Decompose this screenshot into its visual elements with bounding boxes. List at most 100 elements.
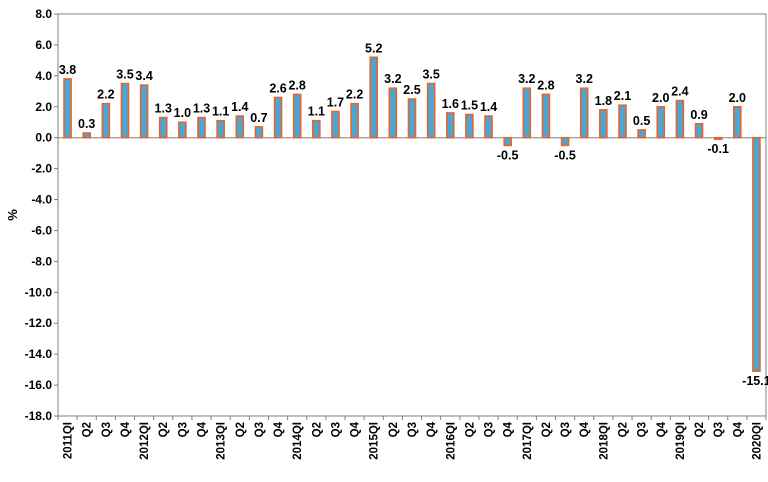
y-tick-label: 0.0 xyxy=(35,131,52,145)
bar[interactable] xyxy=(599,109,608,139)
bar[interactable] xyxy=(82,132,92,139)
bar[interactable] xyxy=(369,56,379,139)
bar[interactable] xyxy=(732,105,742,139)
bar[interactable] xyxy=(63,78,72,139)
y-tick-label: -16.0 xyxy=(25,378,53,392)
bar[interactable] xyxy=(197,116,206,139)
bar[interactable] xyxy=(560,136,570,147)
data-label: 2.8 xyxy=(537,78,554,92)
data-label: 5.2 xyxy=(365,41,382,55)
data-label: 2.2 xyxy=(97,88,114,102)
bar[interactable] xyxy=(445,112,455,139)
x-tick-label: Q2 xyxy=(158,422,170,437)
data-label: 0.7 xyxy=(250,111,267,125)
bar[interactable] xyxy=(484,115,493,139)
x-tick-label: Q2 xyxy=(617,422,629,437)
bar[interactable] xyxy=(350,102,359,139)
x-tick-label: Q4 xyxy=(197,421,209,437)
bar[interactable] xyxy=(618,104,627,139)
x-tick-label: Q2 xyxy=(311,422,323,437)
data-label: 2.0 xyxy=(729,91,746,105)
bar[interactable] xyxy=(426,82,436,139)
x-tick-label: Q2 xyxy=(694,422,706,437)
x-tick-label: 2012QI xyxy=(139,422,151,460)
x-tick-label: 2018QI xyxy=(598,422,610,460)
x-tick-label: Q4 xyxy=(732,421,744,437)
data-label: 2.5 xyxy=(403,83,420,97)
bar[interactable] xyxy=(522,87,532,139)
bar[interactable] xyxy=(503,136,512,147)
x-tick-label: Q4 xyxy=(120,421,132,437)
data-label: 3.8 xyxy=(59,63,76,77)
data-label: 3.2 xyxy=(384,72,401,86)
x-tick-label: 2017QI xyxy=(522,422,534,460)
bar[interactable] xyxy=(694,122,704,139)
x-tick-label: Q4 xyxy=(656,421,668,437)
y-tick-label: 2.0 xyxy=(35,100,52,114)
bar[interactable] xyxy=(331,110,340,139)
y-tick-label: -8.0 xyxy=(31,254,52,268)
data-label: -0.5 xyxy=(497,148,519,162)
x-tick-label: Q2 xyxy=(235,422,247,437)
data-label: 2.2 xyxy=(346,88,363,102)
data-label: 3.2 xyxy=(518,72,535,86)
data-label: 3.4 xyxy=(135,69,152,83)
x-tick-label: Q2 xyxy=(541,422,553,437)
bar[interactable] xyxy=(216,119,225,139)
bar[interactable] xyxy=(713,136,723,141)
data-label: 2.0 xyxy=(652,91,669,105)
x-tick-label: Q3 xyxy=(254,422,266,437)
x-tick-label: Q3 xyxy=(330,422,342,437)
bar[interactable] xyxy=(139,84,149,139)
bar[interactable] xyxy=(158,116,168,139)
bar[interactable] xyxy=(101,102,111,139)
y-tick-label: 6.0 xyxy=(35,38,52,52)
bar[interactable] xyxy=(465,113,474,139)
bar[interactable] xyxy=(675,99,685,139)
bar[interactable] xyxy=(407,98,417,139)
x-tick-label: 2015QI xyxy=(369,422,381,460)
data-label: 1.4 xyxy=(480,100,497,114)
data-label: 2.6 xyxy=(269,81,286,95)
x-tick-label: Q3 xyxy=(713,422,725,437)
y-tick-label: -18.0 xyxy=(25,409,53,423)
y-tick-label: 4.0 xyxy=(35,69,52,83)
x-tick-label: 2016QI xyxy=(445,422,457,460)
bar[interactable] xyxy=(579,87,589,139)
y-tick-label: 8.0 xyxy=(35,7,52,21)
bar[interactable] xyxy=(120,82,130,139)
y-axis-label: % xyxy=(5,209,20,221)
bar[interactable] xyxy=(637,129,646,139)
bar[interactable] xyxy=(178,121,187,139)
x-tick-label: 2020QI xyxy=(751,422,763,460)
y-tick-label: -12.0 xyxy=(25,316,53,330)
bar[interactable] xyxy=(388,87,398,139)
y-tick-label: -10.0 xyxy=(25,285,53,299)
x-tick-label: 2019QI xyxy=(675,422,687,460)
data-label: 2.1 xyxy=(614,89,631,103)
data-label: 2.4 xyxy=(671,85,688,99)
plot-frame xyxy=(57,13,767,417)
bar[interactable] xyxy=(752,136,761,372)
data-label: -0.5 xyxy=(554,148,576,162)
data-label: -0.1 xyxy=(707,142,729,156)
x-tick-label: Q3 xyxy=(484,422,496,437)
x-tick-label: 2014QI xyxy=(292,422,304,460)
x-tick-label: Q4 xyxy=(579,421,591,437)
data-label: 1.4 xyxy=(231,100,248,114)
bar[interactable] xyxy=(273,96,283,139)
bar[interactable] xyxy=(656,105,666,139)
data-label: 1.1 xyxy=(212,105,229,119)
bar[interactable] xyxy=(254,126,264,139)
x-tick-label: Q3 xyxy=(177,422,189,437)
bar[interactable] xyxy=(312,119,321,139)
data-label: 1.3 xyxy=(155,102,172,116)
data-label: 1.6 xyxy=(442,97,459,111)
x-tick-label: Q3 xyxy=(560,422,572,437)
x-tick-label: Q2 xyxy=(464,422,476,437)
bar[interactable] xyxy=(235,115,245,139)
x-tick-label: 2013QI xyxy=(216,422,228,460)
bar[interactable] xyxy=(541,93,551,139)
data-label: 1.1 xyxy=(308,105,325,119)
bar[interactable] xyxy=(292,93,302,139)
